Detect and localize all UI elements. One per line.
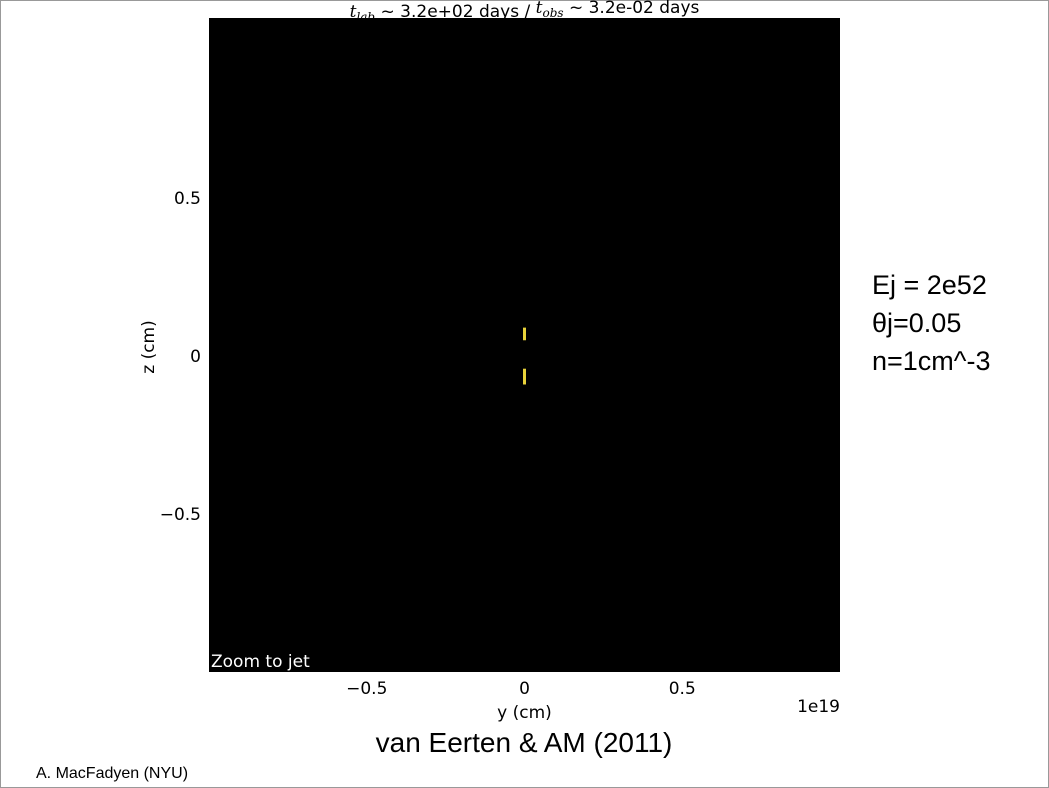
title-part: ~ 3.2e+02 days / [375, 2, 536, 22]
x-tick-label: 0.5 [669, 679, 696, 699]
parameter: θj=0.05 [872, 308, 961, 338]
plot: −0.5 0 0.5 −0.5 0 0.5 y (cm) z (cm) 1e19 1e19 Zoom… [139, 0, 840, 723]
x-tick-label: 0 [519, 679, 530, 699]
plot-image [209, 18, 840, 672]
title-part: ~ 3.2e-02 days [564, 0, 700, 18]
y-tick-label: −0.5 [160, 505, 201, 525]
parameter: n=1cm^-3 [872, 346, 990, 376]
y-tick-label: 0 [190, 347, 201, 367]
title-part: lab [356, 10, 375, 24]
jet-lobe [523, 369, 526, 385]
parameter: Ej = 2e52 [872, 270, 987, 300]
title-part: obs [542, 6, 563, 20]
slide: −0.5 0 0.5 −0.5 0 0.5 y (cm) z (cm) 1e19 1e19 Zoom… [0, 0, 1049, 788]
x-offset-label: 1e19 [797, 697, 840, 717]
y-offset-label: 1e19 [209, 24, 252, 44]
jet-lobe [523, 328, 526, 341]
footer: A. MacFadyen (NYU) [36, 765, 188, 782]
y-axis-label: z (cm) [139, 320, 159, 374]
citation: van Eerten & AM (2011) [376, 727, 673, 758]
x-tick-label: −0.5 [346, 679, 387, 699]
annotation: Zoom to jet [211, 652, 310, 672]
x-axis-label: y (cm) [497, 703, 552, 723]
y-tick-label: 0.5 [174, 189, 201, 209]
